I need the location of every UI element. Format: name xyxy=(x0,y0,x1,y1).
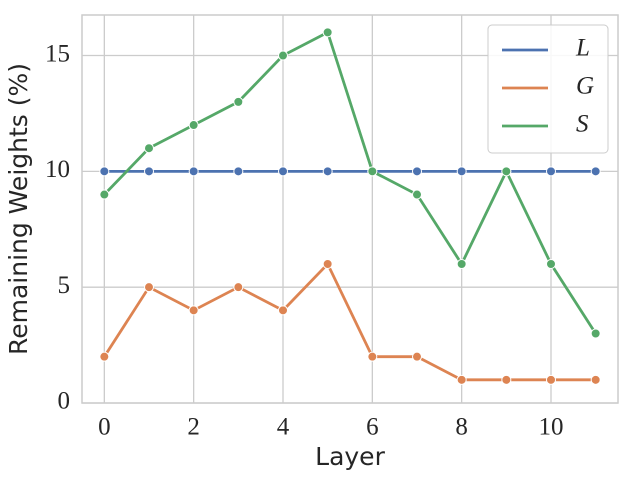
point xyxy=(546,166,556,177)
legend-label: G xyxy=(576,73,594,100)
point xyxy=(99,189,110,200)
point xyxy=(546,259,556,270)
y-tick-label: 15 xyxy=(45,40,70,67)
y-axis-label: Remaining Weights (%) xyxy=(4,63,33,355)
point xyxy=(501,166,512,177)
point xyxy=(322,166,333,177)
point xyxy=(144,143,154,154)
point xyxy=(590,328,601,339)
x-tick-label: 6 xyxy=(366,414,379,441)
point xyxy=(412,189,422,200)
point xyxy=(188,120,199,131)
point xyxy=(322,259,333,270)
point xyxy=(144,282,154,293)
x-tick-label: 10 xyxy=(539,414,564,441)
point xyxy=(99,166,110,177)
series-line xyxy=(103,30,597,335)
point xyxy=(233,96,244,107)
point xyxy=(590,166,601,177)
point xyxy=(546,374,556,385)
y-tick-label: 0 xyxy=(58,388,71,415)
point xyxy=(590,374,601,385)
point xyxy=(278,50,288,61)
y-tick-label: 5 xyxy=(58,272,71,299)
point xyxy=(144,166,154,177)
point xyxy=(412,351,422,362)
x-axis-label: Layer xyxy=(315,442,385,471)
point xyxy=(188,166,199,177)
y-tick-label: 10 xyxy=(45,156,70,183)
x-tick-label: 0 xyxy=(98,414,111,441)
series-line xyxy=(103,261,596,382)
point xyxy=(456,166,467,177)
point xyxy=(456,374,467,385)
point xyxy=(412,166,422,177)
point xyxy=(278,305,288,316)
legend-label: L xyxy=(575,35,590,62)
point xyxy=(233,282,244,293)
x-tick-label: 2 xyxy=(187,414,200,441)
point xyxy=(99,351,110,362)
legend-label: S xyxy=(576,111,589,138)
x-tick-label: 8 xyxy=(455,414,468,441)
point xyxy=(278,166,288,177)
point xyxy=(367,166,378,177)
x-tick-label: 4 xyxy=(277,414,290,441)
point xyxy=(188,305,199,316)
point xyxy=(456,259,467,270)
point xyxy=(501,374,512,385)
point xyxy=(322,27,333,38)
point xyxy=(367,351,378,362)
point xyxy=(233,166,244,177)
